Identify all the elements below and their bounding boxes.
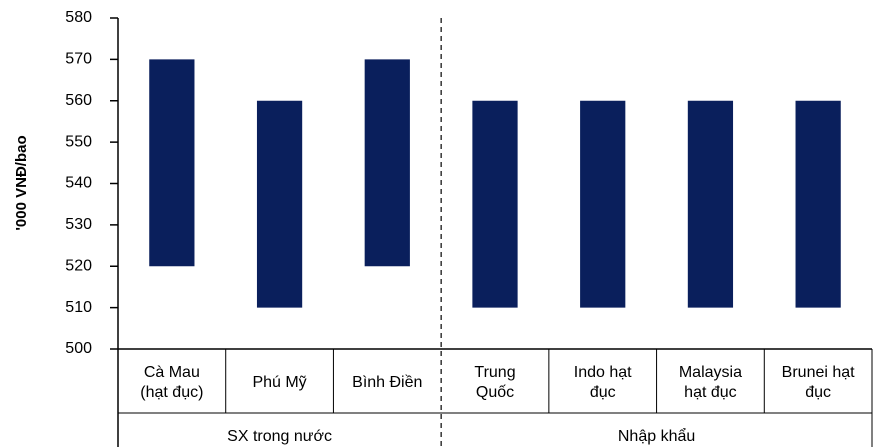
y-axis-label: '000 VNĐ/bao bbox=[13, 135, 30, 230]
x-tick-label: Quốc bbox=[476, 384, 514, 401]
x-tick-label: đục bbox=[805, 384, 831, 401]
x-tick-label: (hạt đục) bbox=[140, 384, 203, 401]
x-tick-label: Bình Điền bbox=[352, 374, 422, 391]
y-tick-label: 560 bbox=[65, 92, 92, 109]
y-tick-label: 540 bbox=[65, 175, 92, 192]
x-tick-label: hạt đục bbox=[684, 384, 736, 401]
y-tick-label: 570 bbox=[65, 51, 92, 68]
x-tick-label: Indo hạt bbox=[574, 364, 632, 381]
x-tick-label: Phú Mỹ bbox=[252, 374, 306, 391]
bar bbox=[256, 100, 303, 308]
y-tick-label: 520 bbox=[65, 257, 92, 274]
y-tick-label: 530 bbox=[65, 216, 92, 233]
bar bbox=[472, 100, 518, 308]
y-tick-label: 550 bbox=[65, 133, 92, 150]
group-label: Nhập khẩu bbox=[618, 427, 695, 445]
group-label: SX trong nước bbox=[227, 428, 332, 445]
x-tick-label: Brunei hạt bbox=[782, 364, 855, 381]
bar bbox=[580, 100, 626, 308]
y-tick-label: 510 bbox=[65, 299, 92, 316]
bar bbox=[149, 59, 195, 267]
y-tick-label: 500 bbox=[65, 340, 92, 357]
x-tick-label: Cà Mau bbox=[144, 364, 200, 381]
x-tick-label: Malaysia bbox=[679, 364, 742, 381]
x-tick-label: đục bbox=[590, 384, 616, 401]
bar bbox=[795, 100, 841, 308]
y-tick-label: 580 bbox=[65, 9, 92, 26]
bar bbox=[687, 100, 734, 308]
x-tick-label: Trung bbox=[474, 364, 515, 381]
bar bbox=[364, 59, 410, 267]
